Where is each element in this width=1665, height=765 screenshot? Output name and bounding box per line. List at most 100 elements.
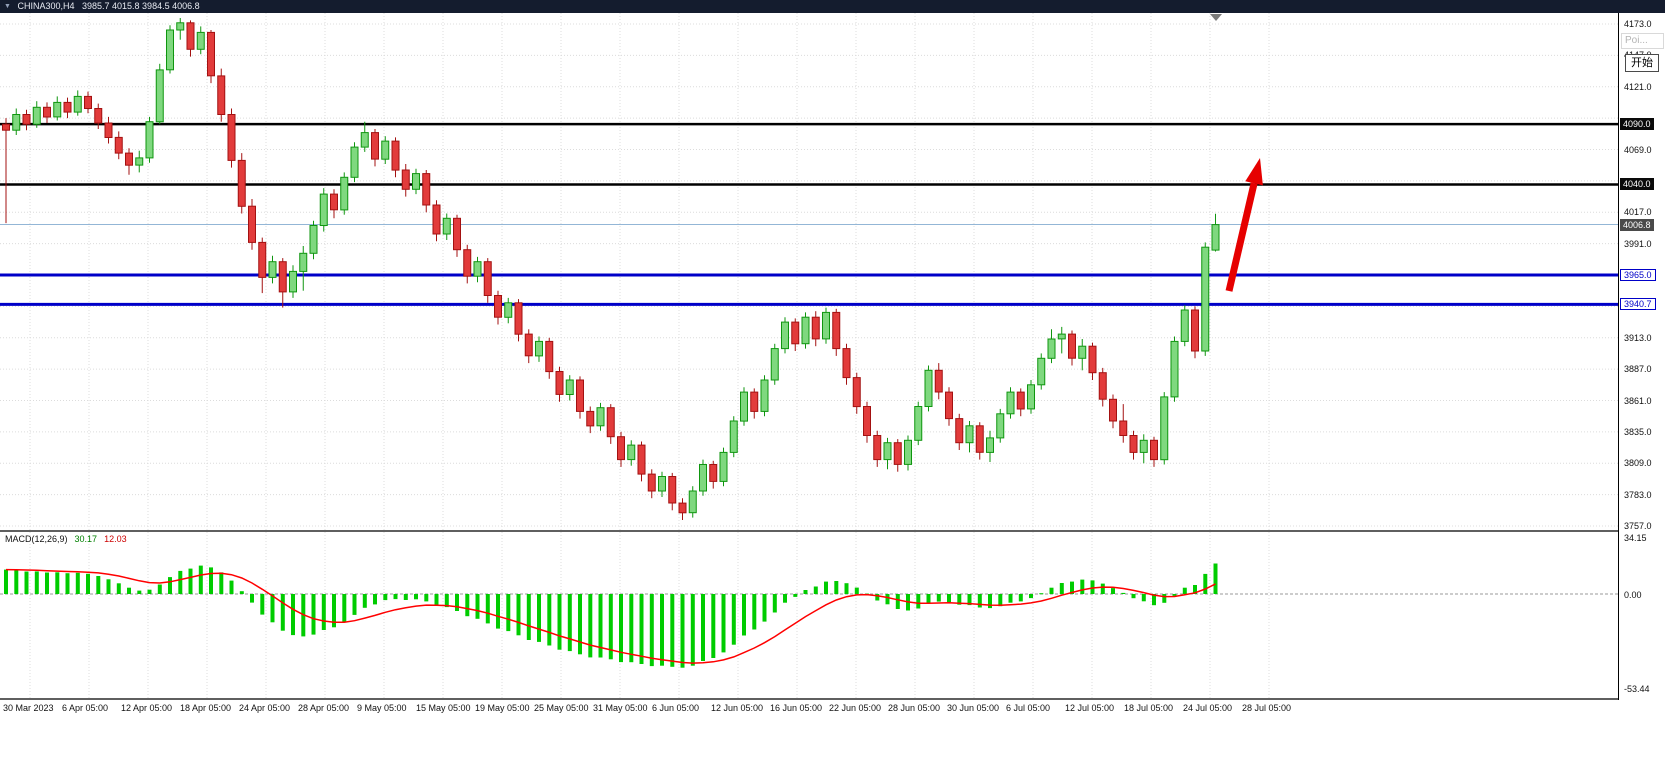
time-label: 9 May 05:00 [357, 703, 407, 713]
candle [1047, 338, 1056, 359]
macd-histogram-bar [711, 594, 716, 658]
panel-divider[interactable] [0, 530, 1665, 532]
macd-histogram-bar [424, 594, 429, 602]
candle [207, 31, 215, 77]
macd-histogram-bar [116, 583, 121, 594]
macd-histogram-bar [649, 594, 654, 667]
poi-button[interactable]: Poi... [1621, 33, 1664, 49]
macd-histogram-bar [137, 590, 142, 594]
candle [1006, 391, 1015, 415]
start-button[interactable]: 开始 [1625, 54, 1659, 72]
candle [1027, 384, 1035, 410]
macd-histogram-bar [1080, 579, 1085, 594]
candle [555, 371, 564, 395]
macd-histogram-bar [455, 594, 459, 611]
candle [237, 159, 246, 207]
candle [258, 241, 267, 278]
price-tick-label: 4017.0 [1624, 207, 1652, 218]
time-axis[interactable]: 30 Mar 2023 6 Apr 05:00 12 Apr 05:00 18 Apr… [0, 700, 1618, 724]
macd-histogram-bar [1182, 587, 1187, 594]
chart-menu-icon[interactable]: ▼ [4, 3, 11, 10]
macd-histogram-bar [731, 594, 736, 645]
macd-histogram-bar [178, 570, 183, 594]
macd-indicator-panel[interactable]: MACD(12,26,9) 30.17 12.03 [0, 532, 1618, 698]
macd-histogram-bar [783, 594, 787, 603]
candle [299, 252, 308, 272]
current-price-badge: 4006.8 [1620, 218, 1654, 231]
price-badge-3940.7: 3940.7 [1620, 298, 1656, 311]
macd-axis-label: -53.44 [1624, 683, 1650, 694]
time-label: 12 Jul 05:00 [1065, 703, 1115, 713]
candle [945, 391, 953, 420]
time-label: 12 Apr 05:00 [121, 703, 173, 713]
candle [1160, 396, 1169, 461]
time-label: 18 Apr 05:00 [180, 703, 232, 713]
time-label: 22 Jun 05:00 [829, 703, 882, 713]
candle [904, 439, 912, 465]
time-label: 28 Apr 05:00 [298, 703, 350, 713]
price-plot[interactable] [0, 13, 1618, 530]
candle [2, 123, 10, 131]
candle [688, 490, 697, 514]
macd-histogram-bar [547, 594, 552, 646]
macd-histogram-bar [762, 594, 767, 622]
macd-histogram-bar [475, 594, 480, 619]
macd-histogram-bar [977, 594, 982, 608]
macd-signal-line [5, 568, 1216, 664]
macd-histogram-bar [239, 591, 244, 594]
candle [709, 464, 718, 482]
macd-histogram-bar [608, 594, 613, 660]
candle [94, 108, 103, 124]
macd-histogram-bar [209, 567, 213, 594]
macd-histogram-bar [701, 594, 705, 661]
candle [801, 316, 810, 345]
candle [647, 473, 656, 492]
candle [319, 193, 328, 227]
macd-histogram-bar [1162, 594, 1167, 603]
macd-histogram-bar [947, 594, 951, 603]
candle [740, 391, 748, 422]
candle [371, 132, 379, 160]
macd-histogram-bar [270, 594, 275, 623]
candle [412, 173, 420, 190]
time-label: 16 Jun 05:00 [770, 703, 823, 713]
trend-arrow-shaft[interactable] [1225, 182, 1258, 292]
macd-histogram-bar [86, 573, 90, 594]
macd-histogram-bar [383, 594, 388, 601]
macd-histogram-bar [352, 594, 357, 615]
candle [863, 406, 871, 436]
candle [883, 442, 892, 461]
macd-histogram-bar [485, 594, 490, 624]
price-axis[interactable]: 4173.04147.04121.04069.04017.03991.03913… [1618, 13, 1665, 700]
macd-plot[interactable] [0, 532, 1618, 698]
macd-histogram-bar [1203, 573, 1208, 594]
candle [166, 29, 174, 71]
macd-histogram-bar [588, 594, 593, 658]
candle [463, 249, 472, 277]
macd-histogram-bar [967, 594, 972, 606]
candle [401, 169, 410, 190]
macd-histogram-bar [465, 594, 470, 617]
macd-histogram-bar [373, 594, 377, 605]
time-label: 12 Jun 05:00 [711, 703, 764, 713]
price-tick-label: 3783.0 [1624, 489, 1652, 500]
candle [627, 444, 636, 461]
price-badge-3965.0: 3965.0 [1620, 269, 1656, 281]
time-label: 6 Jun 05:00 [652, 703, 700, 713]
candle [32, 106, 41, 125]
candle [781, 321, 789, 350]
macd-histogram-bar [1049, 587, 1054, 594]
macd-histogram-bar [1193, 585, 1197, 594]
macd-axis-label: 0.00 [1624, 590, 1642, 600]
time-label: 19 May 05:00 [475, 703, 530, 713]
macd-histogram-bar [793, 594, 798, 597]
trend-arrow-head[interactable] [1245, 158, 1263, 186]
candle [442, 217, 451, 235]
macd-histogram-bar [1141, 594, 1146, 602]
price-tick-label: 3887.0 [1624, 364, 1652, 375]
candle [176, 22, 185, 31]
candle [186, 22, 195, 50]
price-chart-panel[interactable] [0, 13, 1618, 530]
candle [770, 348, 779, 381]
macd-histogram-bar [24, 571, 29, 594]
